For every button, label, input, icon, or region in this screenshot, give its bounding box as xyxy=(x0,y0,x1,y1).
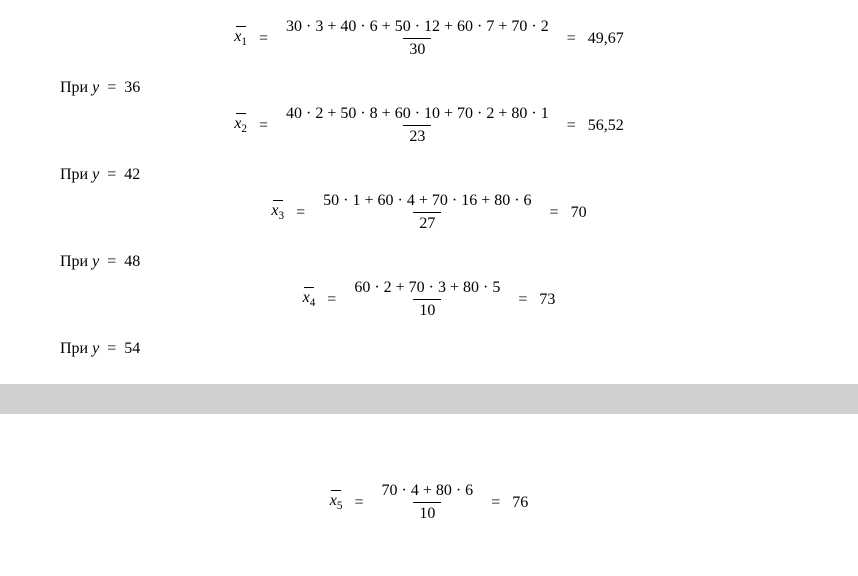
denominator: 10 xyxy=(413,299,441,320)
y-variable: y xyxy=(92,79,99,96)
x-bar-symbol: x3 xyxy=(271,202,284,222)
fraction: 40 · 2 + 50 · 8 + 60 · 10 + 70 · 2 + 80 … xyxy=(280,105,555,146)
x-subscript: 5 xyxy=(337,501,343,513)
formula-block: x1 = 30 · 3 + 40 · 6 + 50 · 12 + 60 · 7 … xyxy=(60,18,798,59)
denominator: 30 xyxy=(403,38,431,59)
formula-block: x2 = 40 · 2 + 50 · 8 + 60 · 10 + 70 · 2 … xyxy=(60,105,798,146)
fraction: 60 · 2 + 70 · 3 + 80 · 5 10 xyxy=(348,279,506,320)
formula-block: x4 = 60 · 2 + 70 · 3 + 80 · 5 10 = 73 xyxy=(60,279,798,320)
page-upper: x1 = 30 · 3 + 40 · 6 + 50 · 12 + 60 · 7 … xyxy=(0,0,858,384)
result-value: 73 xyxy=(539,291,555,309)
page-gap xyxy=(0,384,858,414)
y-value: 48 xyxy=(124,253,140,270)
condition-prefix: При xyxy=(60,166,92,183)
equals-sign: = xyxy=(107,166,116,183)
x-bar-symbol: x2 xyxy=(234,115,247,135)
y-value: 36 xyxy=(124,79,140,96)
result-value: 56,52 xyxy=(588,117,624,135)
x-letter: x xyxy=(271,202,278,219)
formula-row: x4 = 60 · 2 + 70 · 3 + 80 · 5 10 = 73 xyxy=(303,279,556,320)
overbar xyxy=(331,490,341,491)
equals-sign: = xyxy=(567,117,576,135)
y-variable: y xyxy=(92,340,99,357)
result-value: 70 xyxy=(571,204,587,222)
y-value: 42 xyxy=(124,166,140,183)
result-value: 49,67 xyxy=(588,30,624,48)
fraction: 70 · 4 + 80 · 6 10 xyxy=(376,482,480,523)
overbar xyxy=(236,113,246,114)
y-value: 54 xyxy=(124,340,140,357)
fraction: 50 · 1 + 60 · 4 + 70 · 16 + 80 · 6 27 xyxy=(317,192,537,233)
page-lower: x5 = 70 · 4 + 80 · 6 10 = 76 xyxy=(0,414,858,573)
equals-sign: = xyxy=(259,30,268,48)
condition-prefix: При xyxy=(60,340,92,357)
equals-sign: = xyxy=(491,494,500,512)
overbar xyxy=(236,26,246,27)
overbar xyxy=(304,287,314,288)
denominator: 27 xyxy=(413,212,441,233)
formula-block: x5 = 70 · 4 + 80 · 6 10 = 76 xyxy=(60,482,798,523)
x-subscript: 3 xyxy=(279,211,285,223)
numerator: 50 · 1 + 60 · 4 + 70 · 16 + 80 · 6 xyxy=(317,192,537,212)
numerator: 40 · 2 + 50 · 8 + 60 · 10 + 70 · 2 + 80 … xyxy=(280,105,555,125)
condition-prefix: При xyxy=(60,253,92,270)
overbar xyxy=(273,200,283,201)
numerator: 30 · 3 + 40 · 6 + 50 · 12 + 60 · 7 + 70 … xyxy=(280,18,555,38)
x-subscript: 2 xyxy=(241,124,247,136)
equals-sign: = xyxy=(567,30,576,48)
x-letter: x xyxy=(330,492,337,509)
y-variable: y xyxy=(92,253,99,270)
numerator: 60 · 2 + 70 · 3 + 80 · 5 xyxy=(348,279,506,299)
fraction: 30 · 3 + 40 · 6 + 50 · 12 + 60 · 7 + 70 … xyxy=(280,18,555,59)
formula-row: x1 = 30 · 3 + 40 · 6 + 50 · 12 + 60 · 7 … xyxy=(234,18,624,59)
equals-sign: = xyxy=(354,494,363,512)
condition-line: При y = 54 xyxy=(60,340,798,358)
x-subscript: 4 xyxy=(310,298,316,310)
x-bar-symbol: x5 xyxy=(330,492,343,512)
equals-sign: = xyxy=(327,291,336,309)
formula-row: x3 = 50 · 1 + 60 · 4 + 70 · 16 + 80 · 6 … xyxy=(271,192,586,233)
equals-sign: = xyxy=(107,253,116,270)
equals-sign: = xyxy=(259,117,268,135)
formula-row: x5 = 70 · 4 + 80 · 6 10 = 76 xyxy=(330,482,528,523)
x-bar-symbol: x1 xyxy=(234,28,247,48)
equals-sign: = xyxy=(107,340,116,357)
condition-prefix: При xyxy=(60,79,92,96)
condition-line: При y = 42 xyxy=(60,166,798,184)
denominator: 23 xyxy=(403,125,431,146)
x-bar-symbol: x4 xyxy=(303,289,316,309)
x-subscript: 1 xyxy=(241,37,247,49)
equals-sign: = xyxy=(107,79,116,96)
result-value: 76 xyxy=(512,494,528,512)
x-letter: x xyxy=(303,289,310,306)
denominator: 10 xyxy=(413,502,441,523)
formula-row: x2 = 40 · 2 + 50 · 8 + 60 · 10 + 70 · 2 … xyxy=(234,105,624,146)
condition-line: При y = 48 xyxy=(60,253,798,271)
formula-block: x3 = 50 · 1 + 60 · 4 + 70 · 16 + 80 · 6 … xyxy=(60,192,798,233)
equals-sign: = xyxy=(296,204,305,222)
equals-sign: = xyxy=(550,204,559,222)
numerator: 70 · 4 + 80 · 6 xyxy=(376,482,480,502)
condition-line: При y = 36 xyxy=(60,79,798,97)
equals-sign: = xyxy=(518,291,527,309)
y-variable: y xyxy=(92,166,99,183)
